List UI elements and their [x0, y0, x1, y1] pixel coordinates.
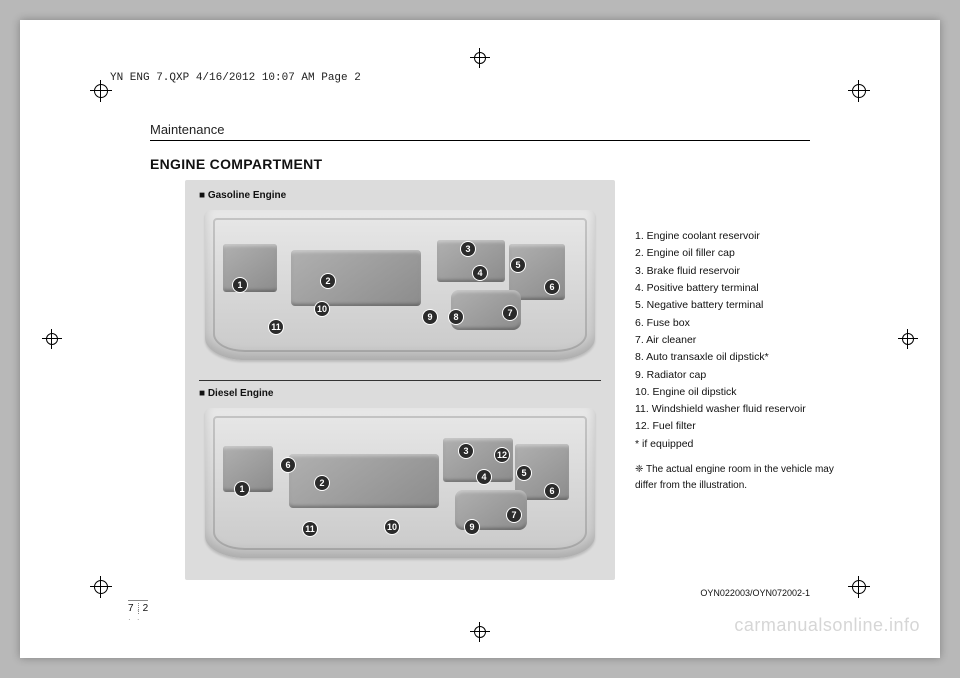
callout-number: 7: [503, 306, 517, 320]
callout-number: 4: [473, 266, 487, 280]
legend-item: 2. Engine oil filler cap: [635, 245, 865, 262]
running-head: Maintenance: [150, 122, 224, 137]
legend-item: * if equipped: [635, 436, 865, 453]
running-rule: [150, 140, 810, 141]
callout-number: 2: [321, 274, 335, 288]
callout-number: 6: [281, 458, 295, 472]
callout-number: 6: [545, 484, 559, 498]
parts-legend: 1. Engine coolant reservoir2. Engine oil…: [635, 228, 865, 453]
legend-item: 11. Windshield washer fluid reservoir: [635, 401, 865, 418]
callout-number: 5: [517, 466, 531, 480]
callout-number: 7: [507, 508, 521, 522]
crop-mark-left: [42, 329, 62, 349]
engine-figure-box: ■ Gasoline Engine 1234567891011 ■ Diesel…: [185, 180, 615, 580]
engine-block: [223, 244, 277, 292]
page-number-dots: · · · ·: [128, 606, 148, 624]
legend-item: 3. Brake fluid reservoir: [635, 263, 865, 280]
callout-number: 3: [459, 444, 473, 458]
figure-divider: [199, 380, 601, 381]
figure-code: OYN022003/OYN072002-1: [700, 588, 810, 598]
callout-number: 10: [385, 520, 399, 534]
callout-number: 6: [545, 280, 559, 294]
legend-item: 1. Engine coolant reservoir: [635, 228, 865, 245]
page-number-box: 7 2 · · · ·: [128, 600, 148, 614]
manual-page: YN ENG 7.QXP 4/16/2012 10:07 AM Page 2 M…: [20, 20, 940, 658]
callout-number: 10: [315, 302, 329, 316]
callout-number: 3: [461, 242, 475, 256]
legend-item: 6. Fuse box: [635, 315, 865, 332]
legend-item: 8. Auto transaxle oil dipstick*: [635, 349, 865, 366]
crop-mark-bottom: [470, 622, 490, 642]
crop-mark-tr: [848, 80, 870, 102]
label-gasoline-engine: ■ Gasoline Engine: [199, 190, 286, 201]
callout-number: 9: [465, 520, 479, 534]
callout-number: 2: [315, 476, 329, 490]
callout-number: 8: [449, 310, 463, 324]
callout-number: 11: [269, 320, 283, 334]
diesel-engine-illustration: 123456679101112: [205, 408, 595, 558]
watermark-text: carmanualsonline.info: [734, 615, 920, 636]
crop-mark-tl: [90, 80, 112, 102]
engine-block: [291, 250, 421, 306]
legend-item: 12. Fuel filter: [635, 418, 865, 435]
engine-block: [289, 454, 439, 508]
crop-mark-right: [898, 329, 918, 349]
legend-item: 10. Engine oil dipstick: [635, 384, 865, 401]
label-diesel-engine: ■ Diesel Engine: [199, 388, 273, 399]
print-header-line: YN ENG 7.QXP 4/16/2012 10:07 AM Page 2: [110, 72, 361, 84]
illustration-footnote: ❈ The actual engine room in the vehicle …: [635, 462, 855, 493]
callout-number: 11: [303, 522, 317, 536]
legend-item: 4. Positive battery terminal: [635, 280, 865, 297]
callout-number: 1: [235, 482, 249, 496]
callout-number: 9: [423, 310, 437, 324]
section-title: ENGINE COMPARTMENT: [150, 156, 322, 172]
crop-mark-br: [848, 576, 870, 598]
callout-number: 5: [511, 258, 525, 272]
legend-item: 5. Negative battery terminal: [635, 297, 865, 314]
gasoline-engine-illustration: 1 2 3 4 5 6 7 89 10 11: [205, 210, 595, 360]
crop-mark-top: [470, 48, 490, 68]
callout-number: 1: [233, 278, 247, 292]
callout-number: 12: [495, 448, 509, 462]
legend-item: 9. Radiator cap: [635, 367, 865, 384]
callout-number: 4: [477, 470, 491, 484]
legend-item: 7. Air cleaner: [635, 332, 865, 349]
crop-mark-bl: [90, 576, 112, 598]
